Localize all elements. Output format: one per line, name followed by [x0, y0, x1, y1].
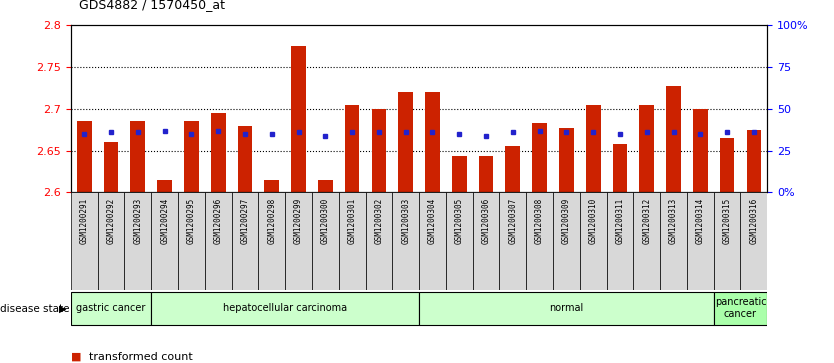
Text: disease state: disease state [0, 303, 69, 314]
Bar [365, 192, 392, 290]
Text: GSM1200312: GSM1200312 [642, 197, 651, 244]
Bar [77, 121, 92, 192]
Bar [399, 92, 413, 192]
Text: GSM1200296: GSM1200296 [214, 197, 223, 244]
Bar [285, 192, 312, 290]
Bar [661, 192, 687, 290]
Text: ■: ■ [71, 352, 82, 362]
Text: GSM1200297: GSM1200297 [240, 197, 249, 244]
Bar [500, 192, 526, 290]
Bar [392, 192, 420, 290]
Bar [312, 192, 339, 290]
Text: GSM1200291: GSM1200291 [80, 197, 88, 244]
Bar [291, 46, 306, 192]
Bar [124, 192, 151, 290]
Text: GSM1200306: GSM1200306 [481, 197, 490, 244]
Bar [420, 292, 714, 325]
Bar [425, 92, 440, 192]
Bar [103, 142, 118, 192]
Text: GSM1200298: GSM1200298 [267, 197, 276, 244]
Bar [526, 192, 553, 290]
Bar [479, 156, 494, 192]
Bar [158, 180, 172, 192]
Bar [606, 192, 633, 290]
Text: GSM1200295: GSM1200295 [187, 197, 196, 244]
Text: GDS4882 / 1570450_at: GDS4882 / 1570450_at [79, 0, 225, 11]
Bar [640, 105, 654, 192]
Text: GSM1200313: GSM1200313 [669, 197, 678, 244]
Text: GSM1200316: GSM1200316 [750, 197, 758, 244]
Bar [211, 113, 225, 192]
Text: hepatocellular carcinoma: hepatocellular carcinoma [224, 303, 347, 313]
Text: GSM1200311: GSM1200311 [615, 197, 625, 244]
Text: GSM1200315: GSM1200315 [722, 197, 731, 244]
Text: GSM1200303: GSM1200303 [401, 197, 410, 244]
Bar [666, 86, 681, 192]
Text: pancreatic
cancer: pancreatic cancer [715, 297, 766, 319]
Text: ▶: ▶ [59, 303, 67, 314]
Bar [714, 192, 741, 290]
Bar [98, 192, 124, 290]
Bar [318, 180, 333, 192]
Bar [473, 192, 500, 290]
Bar [371, 109, 386, 192]
Text: normal: normal [550, 303, 584, 313]
Bar [446, 192, 473, 290]
Bar [553, 192, 580, 290]
Bar [420, 192, 446, 290]
Bar [130, 121, 145, 192]
Text: GSM1200292: GSM1200292 [107, 197, 116, 244]
Text: GSM1200314: GSM1200314 [696, 197, 705, 244]
Bar [238, 126, 253, 192]
Bar [151, 192, 178, 290]
Text: GSM1200307: GSM1200307 [509, 197, 517, 244]
Text: GSM1200294: GSM1200294 [160, 197, 169, 244]
Text: GSM1200302: GSM1200302 [374, 197, 384, 244]
Bar [693, 109, 708, 192]
Bar [633, 192, 661, 290]
Bar [714, 292, 767, 325]
Text: GSM1200309: GSM1200309 [562, 197, 571, 244]
Text: gastric cancer: gastric cancer [77, 303, 146, 313]
Bar [264, 180, 279, 192]
Text: transformed count: transformed count [89, 352, 193, 362]
Bar [532, 123, 547, 192]
Bar [613, 144, 627, 192]
Bar [741, 192, 767, 290]
Bar [452, 156, 467, 192]
Bar [205, 192, 232, 290]
Text: GSM1200304: GSM1200304 [428, 197, 437, 244]
Bar [344, 105, 359, 192]
Text: GSM1200293: GSM1200293 [133, 197, 143, 244]
Bar [720, 138, 735, 192]
Text: GSM1200301: GSM1200301 [348, 197, 357, 244]
Bar [178, 192, 205, 290]
Bar [71, 192, 98, 290]
Bar [559, 128, 574, 192]
Bar [505, 147, 520, 192]
Text: GSM1200305: GSM1200305 [455, 197, 464, 244]
Text: GSM1200310: GSM1200310 [589, 197, 598, 244]
Bar [746, 130, 761, 192]
Text: GSM1200308: GSM1200308 [535, 197, 544, 244]
Bar [232, 192, 259, 290]
Bar [687, 192, 714, 290]
Bar [259, 192, 285, 290]
Bar [71, 292, 151, 325]
Bar [585, 105, 600, 192]
Text: GSM1200300: GSM1200300 [321, 197, 329, 244]
Bar [151, 292, 420, 325]
Bar [184, 121, 198, 192]
Text: GSM1200299: GSM1200299 [294, 197, 303, 244]
Bar [339, 192, 365, 290]
Bar [580, 192, 606, 290]
